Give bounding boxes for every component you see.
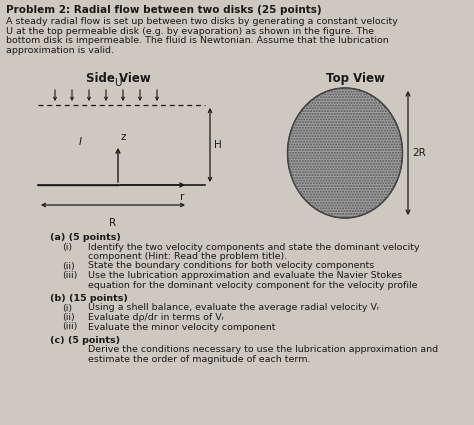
Text: (i): (i) — [62, 303, 72, 312]
Text: Use the lubrication approximation and evaluate the Navier Stokes: Use the lubrication approximation and ev… — [88, 271, 402, 280]
Text: Using a shell balance, evaluate the average radial velocity Vᵣ: Using a shell balance, evaluate the aver… — [88, 303, 380, 312]
Text: Side View: Side View — [86, 72, 150, 85]
Text: I: I — [79, 137, 82, 147]
Text: (ii): (ii) — [62, 261, 75, 270]
Text: (b) (15 points): (b) (15 points) — [50, 294, 128, 303]
Text: (ii): (ii) — [62, 313, 75, 322]
Text: (a) (5 points): (a) (5 points) — [50, 233, 121, 242]
Text: approximation is valid.: approximation is valid. — [6, 45, 114, 54]
Text: Problem 2: Radial flow between two disks (25 points): Problem 2: Radial flow between two disks… — [6, 5, 322, 15]
Text: Top View: Top View — [326, 72, 384, 85]
Text: r: r — [180, 192, 184, 202]
Text: Identify the two velocity components and state the dominant velocity: Identify the two velocity components and… — [88, 243, 419, 252]
Text: component (Hint: Read the problem title).: component (Hint: Read the problem title)… — [88, 252, 287, 261]
Text: State the boundary conditions for both velocity components: State the boundary conditions for both v… — [88, 261, 374, 270]
Text: z: z — [121, 132, 127, 142]
Ellipse shape — [288, 88, 402, 218]
Text: bottom disk is impermeable. The fluid is Newtonian. Assume that the lubrication: bottom disk is impermeable. The fluid is… — [6, 36, 389, 45]
Text: U: U — [114, 78, 122, 88]
Text: estimate the order of magnitude of each term.: estimate the order of magnitude of each … — [88, 355, 310, 364]
Text: R: R — [109, 218, 117, 228]
Text: Evaluate dρ/dr in terms of Vᵣ: Evaluate dρ/dr in terms of Vᵣ — [88, 313, 224, 322]
Text: A steady radial flow is set up between two disks by generating a constant veloci: A steady radial flow is set up between t… — [6, 17, 398, 26]
Text: (i): (i) — [62, 243, 72, 252]
Text: U at the top permeable disk (e.g. by evaporation) as shown in the figure. The: U at the top permeable disk (e.g. by eva… — [6, 26, 374, 36]
Text: H: H — [214, 140, 222, 150]
Text: 2R: 2R — [412, 148, 426, 158]
Text: Derive the conditions necessary to use the lubrication approximation and: Derive the conditions necessary to use t… — [88, 346, 438, 354]
Text: (iii): (iii) — [62, 271, 77, 280]
Text: equation for the dominant velocity component for the velocity profile: equation for the dominant velocity compo… — [88, 280, 418, 289]
Text: Evaluate the minor velocity component: Evaluate the minor velocity component — [88, 323, 275, 332]
Text: (c) (5 points): (c) (5 points) — [50, 336, 120, 345]
Text: (iii): (iii) — [62, 323, 77, 332]
